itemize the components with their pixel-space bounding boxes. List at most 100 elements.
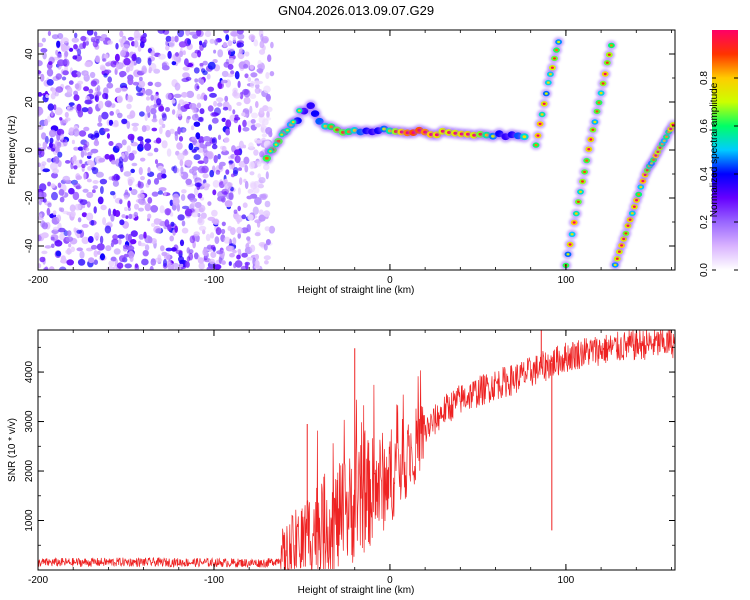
heatmap-cell — [546, 81, 550, 84]
heatmap-cell — [71, 139, 75, 145]
heatmap-cell — [210, 232, 215, 239]
heatmap-cell — [291, 120, 295, 124]
heatmap-cell — [50, 147, 56, 152]
heatmap-cell — [253, 149, 259, 156]
heatmap-cell — [105, 62, 111, 67]
heatmap-cell — [235, 214, 243, 223]
heatmap-cell — [204, 30, 212, 38]
heatmap-cell — [254, 253, 259, 261]
heatmap-cell — [73, 94, 80, 101]
heatmap-cell — [185, 261, 190, 268]
heatmap-cell — [38, 92, 43, 97]
heatmap-cell — [230, 173, 235, 178]
heatmap-cell — [173, 93, 182, 98]
heatmap-cell — [209, 38, 215, 44]
heatmap-cell — [117, 234, 125, 239]
heatmap-cell — [187, 38, 191, 45]
heatmap-cell — [115, 175, 121, 181]
heatmap-cell — [66, 105, 71, 110]
heatmap-cell — [147, 57, 152, 66]
heatmap-cell — [123, 57, 131, 66]
heatmap-cell — [140, 41, 145, 49]
heatmap-cell — [197, 50, 202, 58]
heatmap-cell — [234, 114, 239, 119]
heatmap-cell — [125, 233, 130, 242]
heatmap-cell — [145, 88, 153, 96]
heatmap-cell — [233, 92, 241, 99]
heatmap-cell — [198, 216, 203, 224]
heatmap-cell — [41, 37, 47, 43]
heatmap-cell — [150, 222, 156, 227]
heatmap-cell — [75, 175, 82, 180]
heatmap-cell — [157, 254, 162, 261]
heatmap-cell — [150, 94, 155, 101]
heatmap-cell — [622, 237, 626, 241]
heatmap-cell — [140, 176, 145, 181]
heatmap-cell — [87, 133, 94, 139]
heatmap-cell — [247, 77, 252, 82]
heatmap-cell — [128, 152, 135, 161]
heatmap-cell — [165, 92, 172, 100]
heatmap-cell — [73, 44, 78, 50]
heatmap-cell — [52, 226, 60, 231]
heatmap-cell — [603, 72, 607, 76]
heatmap-cell — [104, 225, 112, 234]
colorbar-tick-label: 0.4 — [699, 167, 710, 181]
heatmap-cell — [154, 81, 162, 88]
heatmap-cell — [71, 156, 77, 165]
heatmap-cell — [161, 251, 168, 257]
heatmap-cell — [68, 47, 74, 52]
heatmap-cell — [185, 178, 192, 185]
heatmap-cell — [82, 41, 86, 49]
heatmap-cell — [127, 207, 131, 211]
heatmap-cell — [93, 31, 98, 37]
heatmap-cell — [76, 247, 83, 252]
heatmap-cell — [129, 255, 134, 262]
heatmap-cell — [46, 207, 51, 216]
heatmap-cell — [95, 171, 104, 178]
heatmap-cell — [61, 76, 67, 81]
heatmap-cell — [179, 239, 185, 247]
heatmap-cell — [68, 187, 75, 195]
heatmap-cell — [237, 248, 241, 254]
heatmap-cell — [49, 137, 54, 144]
heatmap-cell — [630, 212, 634, 215]
heatmap-cell — [180, 194, 186, 201]
heatmap-cell — [38, 263, 42, 269]
heatmap-cell — [76, 103, 82, 112]
heatmap-cell — [215, 169, 221, 175]
heatmap-cell — [126, 94, 133, 103]
heatmap-cell — [190, 125, 195, 131]
heatmap-cell — [158, 118, 164, 126]
heatmap-cell — [220, 80, 224, 84]
heatmap-cell — [161, 123, 166, 129]
heatmap-cell — [39, 256, 46, 263]
heatmap-cell — [550, 66, 554, 69]
heatmap-cell — [574, 212, 578, 215]
heatmap-cell — [184, 58, 189, 66]
heatmap-cell — [171, 109, 176, 115]
heatmap-cell — [110, 160, 117, 165]
heatmap-cell — [131, 162, 138, 167]
heatmap-cell — [100, 66, 106, 72]
y-tick-label: 1000 — [24, 509, 35, 532]
heatmap-cell — [127, 133, 135, 141]
heatmap-cell — [265, 72, 270, 79]
heatmap-cell — [166, 148, 172, 157]
heatmap-cell — [127, 176, 135, 184]
colorbar-tick-label: 0.0 — [699, 263, 710, 277]
heatmap-cell — [38, 234, 42, 242]
heatmap-cell — [237, 33, 245, 40]
colorbar-tick-label: 0.8 — [699, 71, 710, 85]
heatmap-cell — [264, 200, 271, 208]
heatmap-cell — [103, 53, 109, 60]
heatmap-cell — [197, 165, 206, 174]
heatmap-cell — [40, 48, 48, 53]
heatmap-cell — [128, 213, 133, 220]
heatmap-cell — [126, 145, 132, 153]
heatmap-cell — [114, 87, 122, 94]
heatmap-cell — [59, 117, 63, 121]
heatmap-cell — [92, 189, 96, 194]
heatmap-cell — [107, 40, 113, 45]
